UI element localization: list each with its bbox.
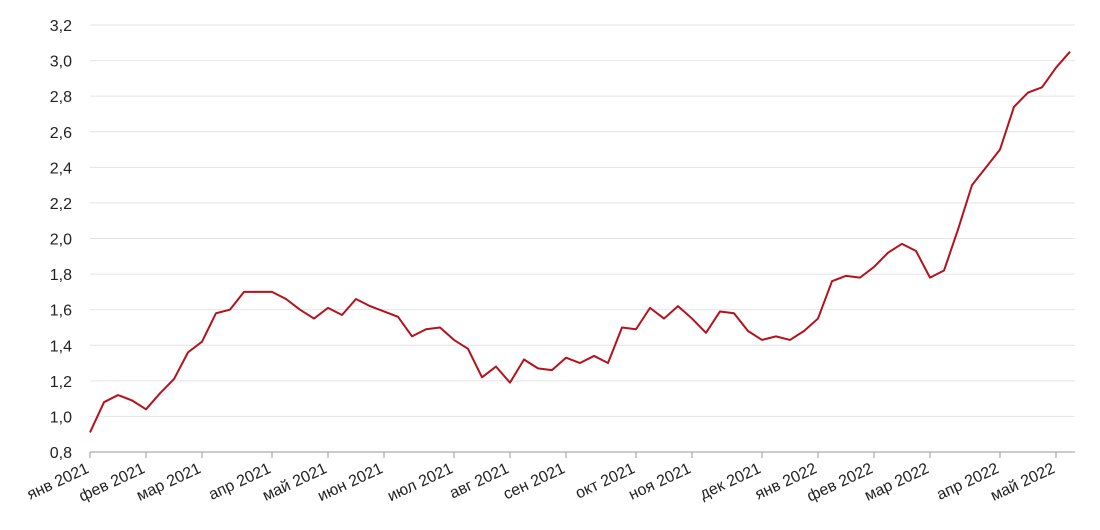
x-tick-label: дек 2021 xyxy=(697,460,763,503)
x-tick-label: окт 2021 xyxy=(573,460,638,502)
x-tick-label: сен 2021 xyxy=(501,460,568,503)
data-line xyxy=(89,51,1071,433)
x-tick-label: май 2022 xyxy=(988,460,1058,505)
x-tick-label: мар 2022 xyxy=(862,460,932,505)
x-tick-label: ноя 2021 xyxy=(626,460,693,504)
y-tick-label: 1,4 xyxy=(50,338,72,355)
y-tick-label: 2,8 xyxy=(50,89,72,106)
y-tick-label: 1,0 xyxy=(50,409,72,426)
x-tick-label: мар 2021 xyxy=(134,460,204,505)
y-tick-label: 0,8 xyxy=(50,445,72,462)
y-tick-label: 3,0 xyxy=(50,54,72,71)
y-tick-label: 3,2 xyxy=(50,18,72,35)
y-tick-label: 1,6 xyxy=(50,303,72,320)
x-tick-label: авг 2021 xyxy=(447,460,512,502)
y-tick-label: 1,8 xyxy=(50,267,72,284)
y-tick-label: 1,2 xyxy=(50,374,72,391)
x-tick-label: июн 2021 xyxy=(315,460,386,505)
y-tick-label: 2,6 xyxy=(50,125,72,142)
x-tick-label: июл 2021 xyxy=(385,460,456,505)
y-tick-label: 2,2 xyxy=(50,196,72,213)
y-tick-label: 2,4 xyxy=(50,160,72,177)
y-tick-label: 2,0 xyxy=(50,232,72,249)
